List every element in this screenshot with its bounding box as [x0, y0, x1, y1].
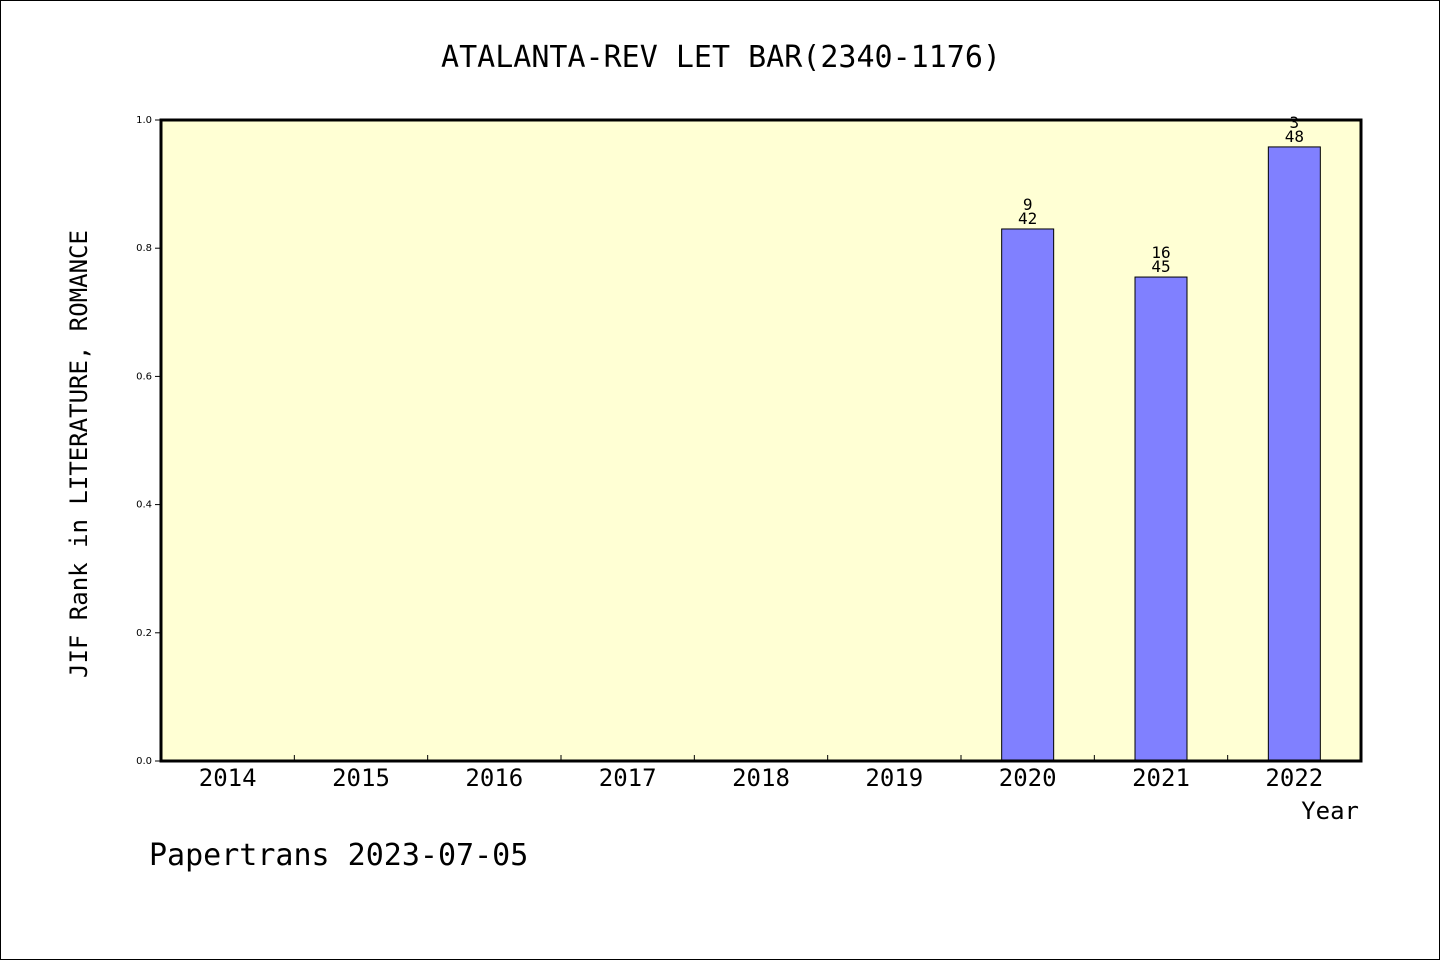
x-axis: 2014 2015 2016 2017 2018 2019 2020 2021 2022 [199, 755, 1323, 792]
y-tick-label: 0.6 [136, 371, 152, 382]
x-tick-label: 2018 [732, 764, 790, 792]
x-tick-label: 2020 [999, 764, 1057, 792]
bar-total-label: 42 [1018, 209, 1037, 228]
bar-rank-label: 9 [1023, 195, 1033, 214]
x-tick-label: 2019 [865, 764, 923, 792]
y-tick-label: 0.4 [136, 500, 152, 511]
x-tick-label: 2017 [599, 764, 657, 792]
bar-total-label: 45 [1151, 257, 1170, 276]
bar-2022 [1267, 146, 1321, 762]
x-tick-label: 2021 [1132, 764, 1190, 792]
x-tick-label: 2014 [199, 764, 257, 792]
bar-rank-label: 16 [1151, 243, 1170, 262]
chart-title: ATALANTA-REV LET BAR(2340-1176) [441, 40, 1001, 75]
y-tick-label: 0.2 [136, 628, 152, 639]
bar-2021 [1134, 276, 1188, 762]
x-axis-label: Year [1301, 797, 1359, 825]
x-tick-label: 2016 [465, 764, 523, 792]
x-tick-label: 2022 [1265, 764, 1323, 792]
y-axis: 0.0 0.2 0.4 0.6 0.8 1.0 [136, 115, 161, 767]
y-axis-label: JIF Rank in LITERATURE, ROMANCE [65, 230, 93, 678]
plot-frame [159, 118, 1363, 763]
x-tick-label: 2015 [332, 764, 390, 792]
bar-2020 [1001, 228, 1055, 762]
y-tick-label: 0.0 [136, 756, 152, 767]
bar-rank-label: 3 [1290, 113, 1300, 132]
bar-total-label: 48 [1285, 127, 1304, 146]
bars-layer [1001, 146, 1321, 762]
footer-credit: Papertrans 2023-07-05 [149, 838, 528, 873]
y-tick-label: 1.0 [136, 115, 152, 126]
y-tick-label: 0.8 [136, 243, 152, 254]
